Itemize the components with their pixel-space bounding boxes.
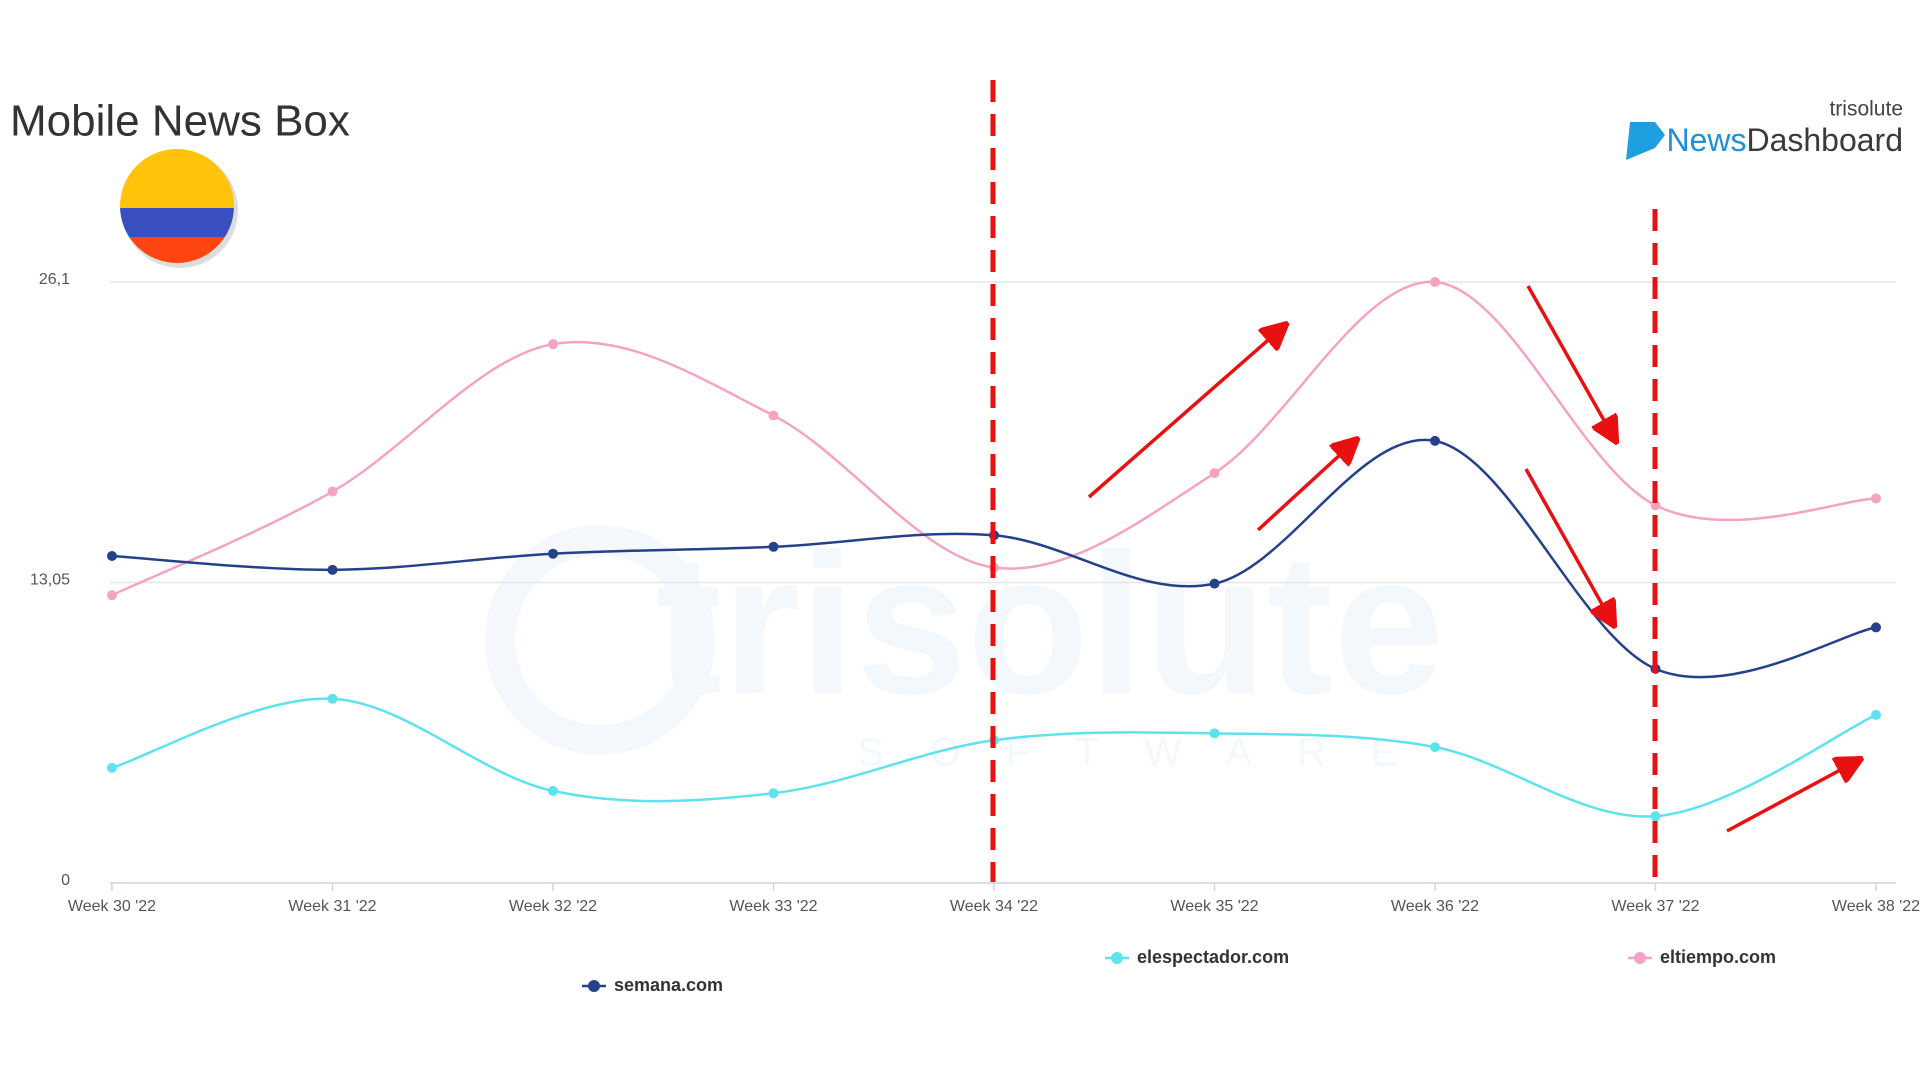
- x-tick-label: Week 33 '22: [729, 898, 817, 915]
- legend-label: elespectador.com: [1137, 947, 1289, 967]
- y-tick-label: 26,1: [39, 271, 70, 288]
- legend-item: semana.com: [582, 975, 723, 995]
- x-tick-label: Week 30 '22: [68, 898, 156, 915]
- arrow: [1526, 285, 1614, 438]
- data-point: [1871, 709, 1881, 720]
- chart-title: Mobile News Box: [10, 97, 350, 146]
- data-point: [1430, 277, 1440, 287]
- data-point: [768, 541, 779, 552]
- arrow: [1087, 327, 1283, 499]
- brand-product: NewsDashboard: [1666, 122, 1903, 158]
- brand-product-a: News: [1666, 122, 1746, 158]
- x-tick-label: Week 31 '22: [288, 898, 376, 915]
- data-point: [327, 564, 338, 575]
- data-point: [1430, 435, 1440, 446]
- data-point: [1209, 578, 1220, 589]
- data-point: [768, 788, 779, 799]
- brand-company: trisolute: [1829, 98, 1903, 121]
- legend-symbol: [588, 980, 600, 992]
- flag: [120, 149, 238, 268]
- x-tick-label: Week 37 '22: [1611, 898, 1699, 915]
- brand-icon: [1626, 122, 1665, 160]
- data-point: [107, 551, 117, 562]
- annotations: [990, 80, 1857, 882]
- watermark-sub: SOFTWARE: [857, 731, 1442, 775]
- data-point: [548, 785, 558, 796]
- data-point: [1209, 468, 1220, 479]
- legend-item: elespectador.com: [1105, 947, 1289, 967]
- x-tick-label: Week 35 '22: [1170, 898, 1258, 915]
- data-point: [768, 410, 779, 421]
- data-point: [1871, 493, 1881, 504]
- brand-product-b: Dashboard: [1746, 122, 1903, 158]
- legend-label: eltiempo.com: [1660, 947, 1776, 967]
- series-line: [111, 280, 1877, 597]
- arrow: [1256, 442, 1354, 532]
- data-point: [107, 762, 117, 773]
- data-point: [107, 590, 117, 601]
- data-point: [1430, 742, 1440, 753]
- data-point: [1650, 811, 1661, 822]
- data-point: [548, 548, 558, 559]
- y-tick-label: 0: [61, 872, 70, 889]
- y-tick-label: 13,05: [30, 572, 70, 589]
- x-tick-label: Week 36 '22: [1391, 898, 1479, 915]
- x-tick-label: Week 38 '22: [1832, 898, 1920, 915]
- legend-item: eltiempo.com: [1628, 947, 1776, 967]
- data-point: [548, 339, 558, 350]
- data-point: [1871, 622, 1881, 633]
- arrow: [1524, 468, 1612, 622]
- x-tick-label: Week 34 '22: [950, 898, 1038, 915]
- watermark-text: trisolute: [656, 513, 1445, 736]
- x-tick-label: Week 32 '22: [509, 898, 597, 915]
- data-point: [327, 693, 338, 704]
- data-point: [1209, 728, 1220, 739]
- legend-label: semana.com: [614, 975, 723, 995]
- data-point: [327, 486, 338, 497]
- arrow: [1726, 761, 1857, 833]
- legend-symbol: [1111, 952, 1123, 964]
- brand-logo: trisolute NewsDashboard: [1626, 98, 1903, 160]
- legend-symbol: [1634, 952, 1646, 964]
- watermark: trisolute SOFTWARE: [485, 513, 1445, 775]
- watermark-icon: [485, 525, 715, 755]
